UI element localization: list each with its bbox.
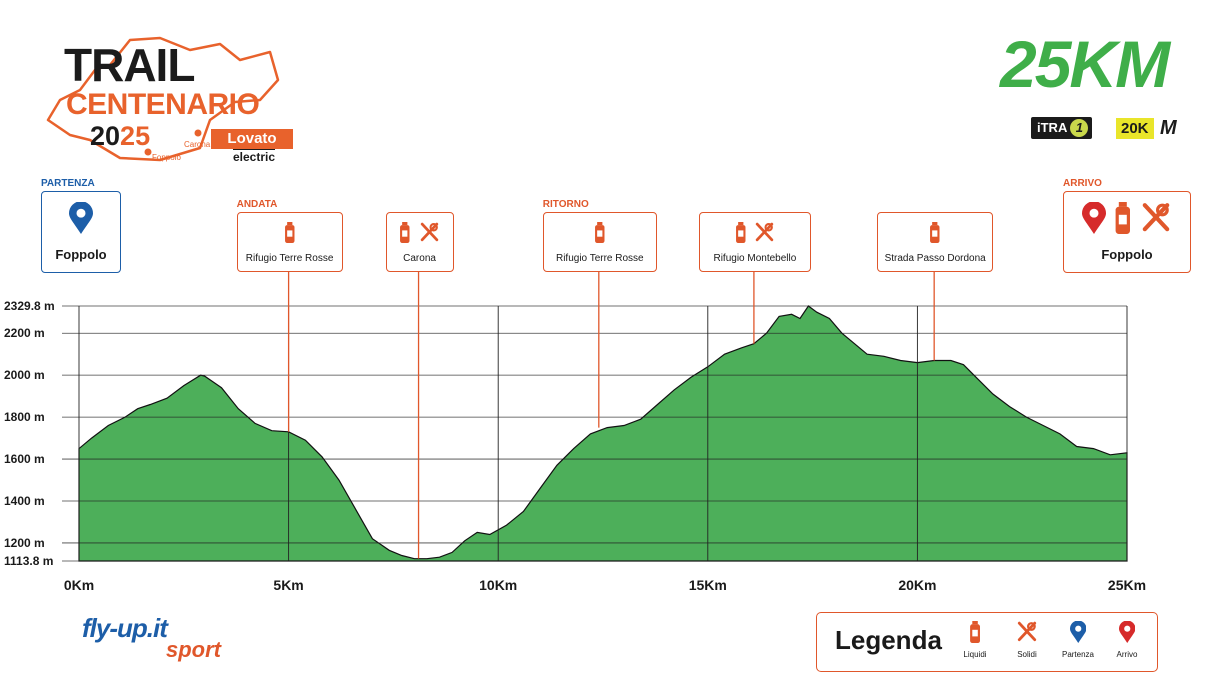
logo-place-foppolo: Foppolo [152, 153, 181, 162]
waypoint-icons [544, 222, 656, 248]
waypoint-icons [238, 222, 342, 248]
utmb-m-badge: M [1160, 117, 1177, 139]
waypoint-tag: ARRIVO [1063, 178, 1102, 189]
sponsor-logo: Lovato [211, 129, 293, 149]
logo-place-carona: Carona [184, 140, 211, 149]
legend-label-solids: Solidi [1017, 650, 1037, 659]
y-tick-label: 1200 m [4, 536, 45, 550]
y-tick-label: 1113.8 m [4, 554, 53, 568]
utmb-category-badge: 20K [1116, 118, 1154, 139]
waypoint-name: Rifugio Montebello [713, 253, 797, 264]
legend-item-finish: Arrivo [1107, 620, 1147, 659]
waypoint-box: Strada Passo Dordona [877, 212, 994, 272]
waypoint-box: Rifugio Terre Rosse [236, 212, 343, 272]
solids-icon [1140, 202, 1172, 239]
pin-red-icon [1082, 201, 1107, 239]
waypoint-icons [387, 222, 453, 248]
liquids-icon [284, 222, 296, 248]
pin-red-icon [1118, 620, 1136, 648]
waypoint-name: Foppolo [1101, 247, 1153, 262]
x-tick-label: 5Km [273, 577, 303, 593]
pin-blue-icon [69, 201, 93, 239]
waypoint-icons [700, 222, 810, 248]
liquids-icon [594, 222, 606, 248]
x-tick-label: 10Km [479, 577, 517, 593]
legend-label-liquids: Liquidi [963, 650, 987, 659]
waypoint-name: Foppolo [55, 247, 107, 262]
waypoint-box: Rifugio Montebello [698, 212, 811, 272]
solids-icon [419, 222, 440, 248]
legend-item-liquids: Liquidi [955, 621, 995, 659]
distance-title: 25KM [1000, 27, 1170, 101]
logo-year-b: 25 [120, 121, 151, 151]
y-tick-label: 2000 m [4, 368, 45, 382]
waypoint-icons [878, 222, 992, 248]
waypoint-name: Rifugio Terre Rosse [245, 253, 334, 264]
pin-blue-icon [1069, 620, 1087, 648]
liquids-icon [399, 222, 411, 248]
logo-year: 2025 [90, 121, 150, 152]
itra-points: 1 [1070, 119, 1089, 137]
y-tick-label: 1400 m [4, 494, 45, 508]
legend-label-finish: Arrivo [1116, 650, 1138, 659]
x-tick-label: 20Km [898, 577, 936, 593]
waypoint-icons [42, 201, 120, 239]
waypoint-name: Carona [403, 253, 436, 264]
itra-badge: iTRA 1 [1031, 117, 1093, 139]
liquids-icon [735, 222, 747, 248]
x-tick-label: 0Km [64, 577, 94, 593]
y-tick-label: 1800 m [4, 410, 45, 424]
y-tick-label: 1600 m [4, 452, 45, 466]
elevation-area [78, 305, 1128, 562]
waypoint-box: Rifugio Terre Rosse [542, 212, 657, 272]
x-tick-label: 15Km [689, 577, 727, 593]
x-tick-label: 25Km [1108, 577, 1146, 593]
logo-title-trail: TRAIL [64, 39, 195, 91]
y-tick-label: 2200 m [4, 326, 45, 340]
liquids-icon [929, 222, 941, 248]
logo-year-a: 20 [90, 121, 121, 151]
solids-icon [754, 222, 775, 248]
footer-brand-logo: fly-up.it [82, 613, 168, 643]
footer-brand-sub: sport [166, 637, 221, 662]
liquids-icon [969, 621, 981, 648]
legend-item-start: Partenza [1058, 620, 1098, 659]
legend-label-start: Partenza [1061, 650, 1095, 659]
sponsor-subtitle: electric [233, 149, 276, 164]
legend-title: Legenda [835, 625, 942, 655]
legend: Legenda Liquidi Solidi Partenza Arrivo [816, 612, 1158, 672]
waypoint-icons [1064, 201, 1190, 239]
logo-title-centenario: CENTENARIO [66, 88, 260, 121]
logo-map-outline [46, 36, 280, 162]
liquids-icon [1114, 202, 1132, 239]
waypoint-name: Strada Passo Dordona [884, 253, 986, 264]
waypoint-box: Foppolo [41, 191, 121, 273]
waypoint-box: Foppolo [1063, 191, 1191, 273]
waypoint-name: Rifugio Terre Rosse [555, 253, 644, 264]
waypoint-tag: RITORNO [542, 199, 589, 210]
waypoint-tag: ANDATA [236, 199, 278, 210]
waypoint-tag: PARTENZA [41, 178, 95, 189]
itra-text: iTRA [1037, 120, 1068, 135]
waypoint-box: Carona [385, 212, 454, 272]
solids-icon [1016, 621, 1038, 648]
legend-item-solids: Solidi [1007, 621, 1047, 659]
y-tick-label: 2329.8 m [4, 299, 55, 313]
